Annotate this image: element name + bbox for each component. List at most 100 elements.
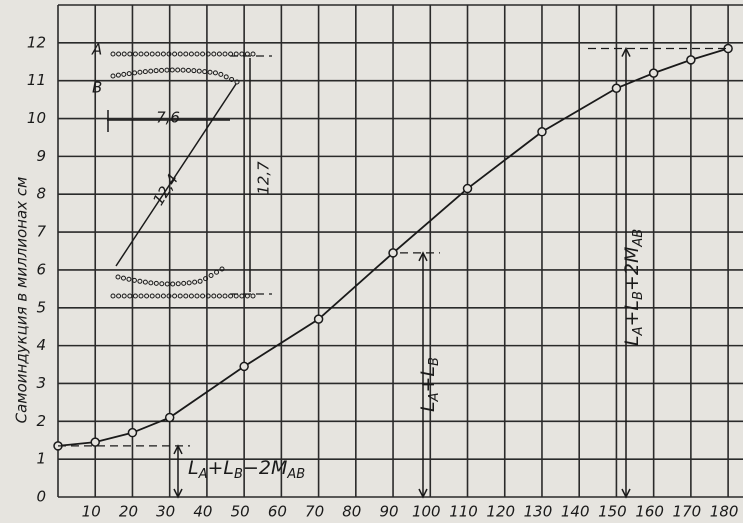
x-tick-label: 100 [412,503,441,521]
coil-turn [131,277,137,283]
coil-turn [144,51,150,57]
coil-turn [177,51,183,57]
x-tick-label: 30 [156,503,175,521]
coil-turn [175,281,181,287]
coil-turn [110,51,116,57]
coil-turn [121,71,127,77]
coil-turn [222,293,228,299]
coil-turn [192,279,198,285]
data-point [648,68,659,78]
annotation-part: B [234,467,243,482]
annotation-part: B [427,357,442,366]
coil-turn [153,280,159,286]
arrowhead [173,488,183,499]
coil-turn [132,51,138,57]
x-tick-label: 130 [524,503,553,521]
coil-turn [229,76,235,82]
x-tick-label: 90 [380,503,399,521]
x-tick-label: 10 [82,503,101,521]
coil-turn [211,293,217,299]
arrowhead [621,46,631,57]
coil-turn [166,293,172,299]
data-point [239,361,249,372]
coil-turn [186,280,192,286]
data-point [537,127,547,137]
coil-turn [132,70,138,76]
coil-turn [177,293,183,299]
coil-turn [211,51,217,57]
coil-turn [110,293,116,299]
coil-turn [138,293,144,299]
data-point [90,437,100,447]
inset-label: A [91,41,102,59]
inset-label: 12,7 [255,161,273,195]
coil-turn [207,69,213,75]
coil-turn [142,279,148,285]
coil-turn [110,73,116,79]
coil-turn [222,51,228,57]
arrowhead [418,488,428,499]
coil-turn [148,68,154,74]
coil-turn [149,293,155,299]
data-point [611,83,622,94]
y-tick-label: 9 [36,147,46,165]
coil-turn [149,51,155,57]
arrowhead [418,251,428,262]
y-tick-label: 5 [36,298,46,316]
y-tick-label: 10 [27,109,46,127]
coil-turn [216,293,222,299]
annotation-part: L [621,335,643,346]
annotation-part: AB [631,229,646,248]
coil-turn [200,293,206,299]
x-tick-label: 170 [673,503,702,521]
coil-turn [188,51,194,57]
coil-turn [155,293,161,299]
coil-turn [172,293,178,299]
data-point [164,412,175,423]
coil-turn [200,51,206,57]
x-tick-label: 180 [710,503,739,521]
inset-label: B [92,79,102,97]
coil-turn [159,281,165,287]
y-tick-label: 12 [27,33,46,51]
coil-turn [208,272,214,278]
coil-turn [250,51,256,57]
y-tick-label: 1 [36,450,46,468]
coil-turn [188,293,194,299]
dim-line [115,83,237,267]
coil-turn [196,68,202,74]
x-tick-label: 160 [635,503,664,521]
coil-turn [164,67,170,73]
coil-turn [142,69,148,75]
data-point [686,55,696,65]
annotation-part: +L [417,366,439,393]
coil-turn [205,51,211,57]
coil-turn [223,74,229,80]
coil-turn [160,293,166,299]
coil-turn [202,69,208,75]
annotation-part: B [631,291,646,300]
annotation-part: +L [621,300,643,327]
coil-turn [183,293,189,299]
annotation-label: LA+LB [417,357,442,412]
coil-turn [205,293,211,299]
data-point [462,183,473,194]
annotation-label: LA+LB+2MAB [621,229,646,346]
coil-turn [175,67,181,73]
coil-turn [120,275,126,281]
x-tick-label: 50 [231,503,250,521]
annotation-part: A [631,327,646,337]
coil-turn [121,293,127,299]
annotation-part: L [188,457,199,479]
coil-turn [116,51,122,57]
coil-turn [115,274,121,280]
y-tick-label: 4 [36,336,46,354]
coil-turn [169,67,175,73]
coil-turn [160,51,166,57]
y-tick-label: 0 [36,488,46,506]
coil-turn [197,278,203,284]
x-tick-label: 40 [193,503,212,521]
coil-turn [250,293,256,299]
coil-turn [194,293,200,299]
